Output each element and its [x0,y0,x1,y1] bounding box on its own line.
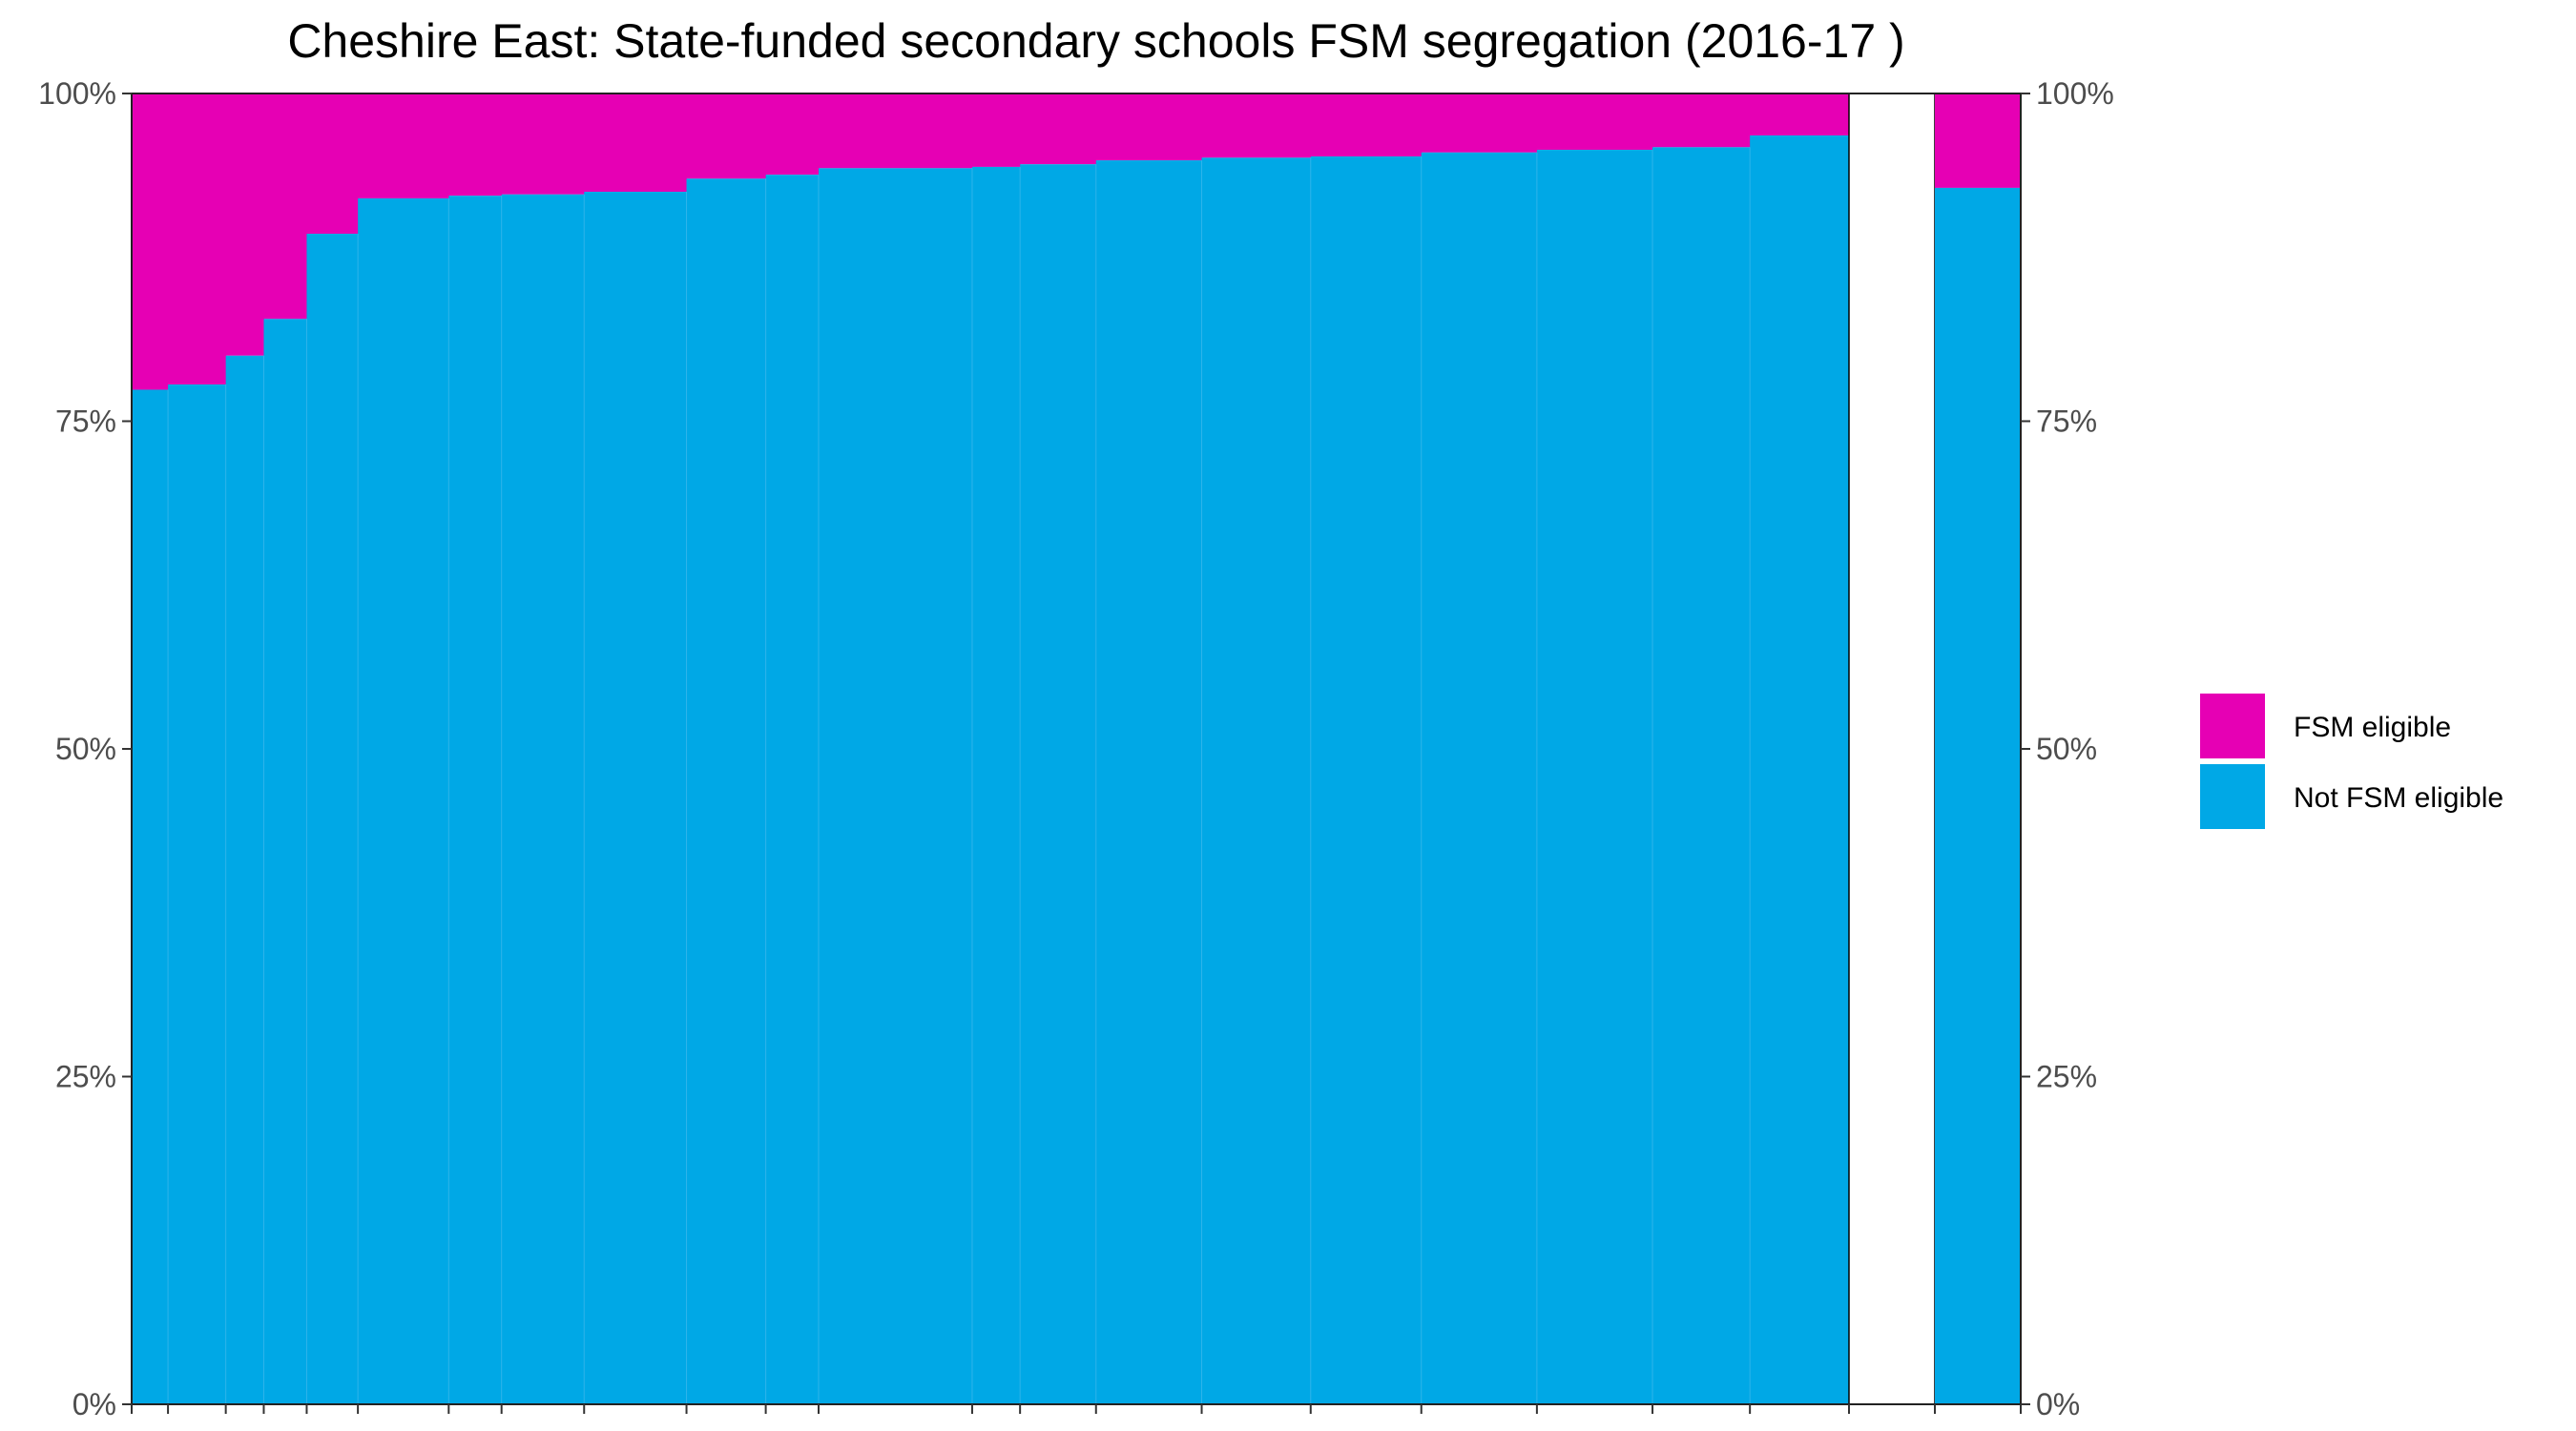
school-bar-2-fsm-segment [168,93,227,385]
school-bar-5-not-fsm-segment [306,234,359,1404]
school-bar-1-not-fsm-segment [132,389,169,1405]
school-bar-18-fsm-segment [1421,93,1538,153]
school-bar-16-not-fsm-segment [1201,157,1312,1404]
school-bar-5-fsm-segment [306,93,359,235]
school-bar-12-not-fsm-segment [819,168,973,1404]
y-tick-label-right: 75% [2036,404,2097,439]
y-tick-label-right: 50% [2036,732,2097,766]
total-bar-fsm-segment [1935,93,2022,188]
school-bar-17-not-fsm-segment [1310,156,1423,1404]
school-bar-4-fsm-segment [263,93,308,320]
school-bar-1-fsm-segment [132,93,169,390]
school-bar-14-fsm-segment [1020,93,1097,165]
school-bar-8-not-fsm-segment [501,194,585,1405]
y-tick-label-right: 100% [2036,76,2114,111]
school-bar-11-not-fsm-segment [765,175,820,1405]
axes-layer: 0% 0% 25% 25% 50% 50% 75% 75% 100% 100% [38,76,2114,1421]
school-bar-9-not-fsm-segment [584,192,688,1404]
chart-title: Cheshire East: State-funded secondary sc… [287,14,1904,68]
school-bar-19-fsm-segment [1536,93,1653,151]
school-bar-13-not-fsm-segment [971,166,1021,1405]
school-bar-14-not-fsm-segment [1020,164,1097,1404]
school-bar-8-fsm-segment [501,93,585,195]
y-tick-label-left: 0% [73,1387,116,1421]
school-bar-17-fsm-segment [1310,93,1423,156]
school-bar-20-not-fsm-segment [1652,147,1751,1405]
school-bar-6-fsm-segment [358,93,449,198]
school-bar-12-fsm-segment [819,93,973,169]
legend-swatch-fsm [2200,694,2265,758]
school-bar-3-fsm-segment [225,93,265,356]
school-bar-20-fsm-segment [1652,93,1751,148]
y-tick-label-left: 50% [55,732,116,766]
school-bar-2-not-fsm-segment [168,384,227,1404]
school-bar-19-not-fsm-segment [1536,150,1653,1404]
gap-column [1848,93,1936,1405]
legend-swatch-not-fsm [2200,764,2265,829]
y-tick-label-left: 25% [55,1060,116,1094]
school-bar-18-not-fsm-segment [1421,152,1538,1405]
school-bar-15-not-fsm-segment [1095,160,1203,1405]
school-bar-11-fsm-segment [765,93,820,176]
legend: FSM eligible Not FSM eligible [2200,694,2503,829]
school-bar-6-not-fsm-segment [358,197,449,1404]
school-bar-7-fsm-segment [448,93,503,197]
y-tick-label-left: 100% [38,76,116,111]
school-bar-16-fsm-segment [1201,93,1312,158]
school-bar-3-not-fsm-segment [225,355,265,1404]
school-bar-21-fsm-segment [1750,93,1850,135]
school-bar-21-not-fsm-segment [1750,135,1850,1404]
school-bar-10-fsm-segment [686,93,767,179]
y-tick-label-left: 75% [55,404,116,439]
total-bar-not-fsm-segment [1935,187,2022,1405]
legend-label-fsm: FSM eligible [2294,712,2451,743]
school-bar-9-fsm-segment [584,93,688,193]
y-tick-label-right: 25% [2036,1060,2097,1094]
legend-label-not-fsm: Not FSM eligible [2294,782,2503,814]
bars-layer [132,93,2022,1405]
school-bar-4-not-fsm-segment [263,319,308,1404]
school-bar-15-fsm-segment [1095,93,1203,161]
school-bar-7-not-fsm-segment [448,196,503,1404]
school-bar-10-not-fsm-segment [686,178,767,1404]
school-bar-13-fsm-segment [971,93,1021,167]
y-tick-label-right: 0% [2036,1387,2080,1421]
